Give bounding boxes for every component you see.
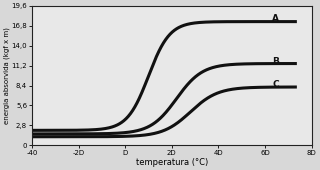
X-axis label: temperatura (°C): temperatura (°C) — [136, 158, 208, 167]
Text: C: C — [272, 80, 279, 89]
Text: A: A — [272, 14, 279, 23]
Y-axis label: energia absorvida (kgf x m): energia absorvida (kgf x m) — [4, 27, 10, 124]
Text: B: B — [272, 57, 279, 66]
